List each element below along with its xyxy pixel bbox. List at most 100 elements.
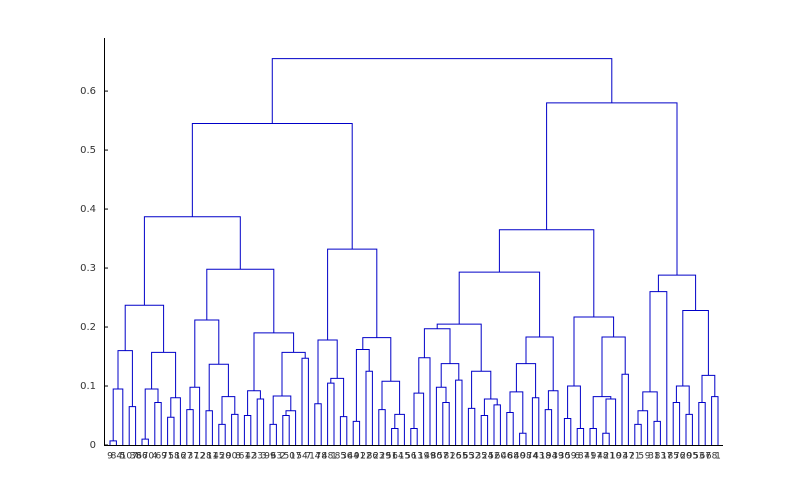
y-tick-label: 0 [90,440,96,451]
merge-link [253,332,295,391]
merge-link [498,229,595,318]
leaf-label: 46 [501,452,513,462]
leaf-label: 64 [392,452,404,462]
leaf-label: 48 [597,452,609,462]
merge-link [339,416,348,445]
leaf-label: 26 [450,452,462,462]
leaf-label: 18 [539,452,551,462]
merge-link [381,380,401,415]
leaf-label: 2 [280,452,286,462]
leaf-label: 80 [431,452,443,462]
merge-link [602,432,610,445]
leaf-label: 65 [463,452,474,462]
leaf-label: 40 [514,452,526,462]
merge-link [563,417,572,445]
leaf-label: 29 [379,452,391,462]
leaf-label: 20 [680,452,692,462]
leaf-label: 37 [187,452,198,462]
leaf-label: 5 [638,452,644,462]
leaf-label: 11 [207,452,218,462]
leaf-label: 23 [373,452,384,462]
leaf-label: 52 [488,452,499,462]
merge-link [394,413,405,445]
leaf-label: 5 [120,452,126,462]
y-tick-label: 0.6 [80,86,96,97]
merge-link [455,379,463,445]
leaf-label: 74 [527,452,539,462]
leaf-label: 4 [152,452,158,462]
leaf-label: 1 [715,452,721,462]
leaf-label: 69 [155,452,167,462]
merge-link [352,420,361,445]
leaf-label: 94 [546,452,558,462]
leaf-label: 85 [667,452,678,462]
merge-link [657,274,697,311]
leaf-label: 30 [559,452,571,462]
leaf-label: 48 [322,452,334,462]
leaf-label: 68 [706,452,718,462]
leaf-label: 1 [331,452,337,462]
leaf-label: 35 [475,452,486,462]
leaf-label: 49 [424,452,436,462]
leaf-label: 41 [584,452,595,462]
leaf-label: 60 [495,452,507,462]
merge-link [531,397,540,445]
merge-link [167,416,175,445]
merge-link [317,339,338,404]
merge-link [191,123,353,250]
leaf-label: 31 [648,452,659,462]
merge-link [231,413,239,445]
y-tick-label: 0.3 [80,263,96,274]
leaf-label: 51 [386,452,397,462]
merge-link [601,336,626,397]
leaf-label: 21 [603,452,614,462]
leaf-label: 55 [456,452,467,462]
leaf-label: 9 [107,452,113,462]
leaf-label: 91 [354,452,365,462]
leaf-label: 78 [315,452,327,462]
merge-link [194,319,220,388]
leaf-label: 98 [520,452,532,462]
leaf-label: 22 [360,452,371,462]
leaf-label: 10 [610,452,622,462]
leaf-label: 45 [213,452,224,462]
leaf-label: 81 [443,452,454,462]
leaf-label: 28 [200,452,212,462]
merge-link [112,388,124,445]
leaf-label: 14 [309,452,321,462]
merge-link [423,328,451,364]
leaf-label: 13 [411,452,422,462]
leaf-label: 47 [623,452,634,462]
merge-link [144,388,159,440]
merge-link [506,412,514,445]
leaf-label: 93 [616,452,627,462]
leaf-label: 59 [565,452,577,462]
leaf-label: 97 [591,452,602,462]
merge-link [649,291,668,445]
merge-link [493,404,501,445]
leaf-label: 90 [226,452,238,462]
leaf-label: 24 [482,452,494,462]
merge-link [186,409,194,445]
merge-link [281,351,306,397]
merge-link [544,409,553,445]
leaf-label: 42 [245,452,256,462]
merge-link [685,413,693,445]
leaf-label: 16 [175,452,187,462]
leaf-label: 87 [578,452,589,462]
leaf-label: 9 [645,452,651,462]
merge-link [711,396,719,445]
leaf-label: 3 [261,452,267,462]
leaf-label: 27 [181,452,192,462]
merge-link [592,396,612,429]
merge-link [378,409,386,445]
leaf-label: 7 [306,452,312,462]
leaf-label: 20 [219,452,231,462]
leaf-label: 66 [136,452,148,462]
y-tick-label: 0.5 [80,145,96,156]
leaf-label: 17 [290,452,301,462]
merge-link [221,396,236,425]
leaf-label: 15 [399,452,410,462]
merge-link [436,323,482,372]
